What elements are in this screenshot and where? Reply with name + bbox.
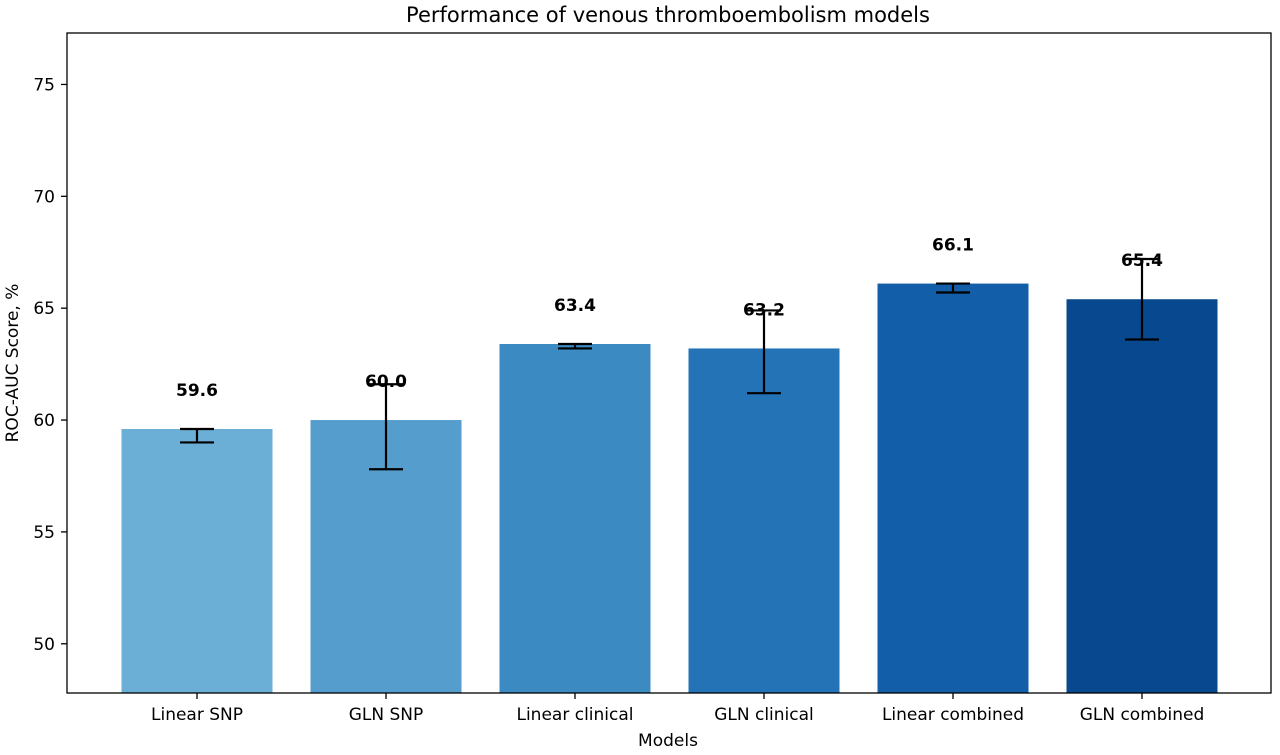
- y-tick-label: 65: [33, 299, 55, 319]
- bar-5: [877, 283, 1029, 693]
- y-tick-label: 60: [33, 411, 55, 431]
- value-label-4: 63.2: [743, 300, 785, 320]
- error-bar-6: [1125, 257, 1159, 341]
- plot-frame: [66, 32, 1272, 694]
- error-bar-3: [558, 342, 592, 350]
- x-tick-label: GLN clinical: [714, 705, 814, 725]
- value-label-2: 60.0: [365, 372, 407, 392]
- y-tick-label: 75: [33, 75, 55, 95]
- x-tick-label: Linear combined: [882, 705, 1024, 725]
- error-bar-4: [747, 309, 781, 395]
- x-tick-label: Linear clinical: [516, 705, 633, 725]
- value-label-6: 65.4: [1121, 251, 1163, 271]
- chart-title: Performance of venous thromboembolism mo…: [406, 3, 930, 27]
- error-bar-1: [180, 427, 214, 444]
- error-bar-5: [936, 282, 970, 294]
- x-tick-label: GLN SNP: [349, 705, 424, 725]
- y-tick-label: 55: [33, 523, 55, 543]
- y-tick-label: 70: [33, 187, 55, 207]
- y-tick-label: 50: [33, 635, 55, 655]
- value-label-3: 63.4: [554, 296, 596, 316]
- x-tick-label: GLN combined: [1080, 705, 1205, 725]
- value-label-1: 59.6: [176, 381, 218, 401]
- error-bar-2: [369, 383, 403, 471]
- value-labels-layer: 59.6 60.0 63.4 63.2 66.1 65.4: [176, 236, 1163, 401]
- bar-6: [1066, 299, 1218, 693]
- bars-layer: [121, 283, 1218, 693]
- bar-3: [499, 343, 651, 693]
- x-axis-label: Models: [638, 731, 698, 751]
- error-bars-layer: [180, 257, 1159, 471]
- bar-1: [121, 429, 273, 693]
- x-tick-label: Linear SNP: [151, 705, 243, 725]
- y-axis-label: ROC-AUC Score, %: [3, 284, 23, 443]
- bar-4: [688, 348, 840, 693]
- x-axis: Linear SNP GLN SNP Linear clinical GLN clin…: [151, 693, 1204, 725]
- y-axis: 50 55 60 65 70 75: [33, 75, 67, 655]
- value-label-5: 66.1: [932, 236, 974, 256]
